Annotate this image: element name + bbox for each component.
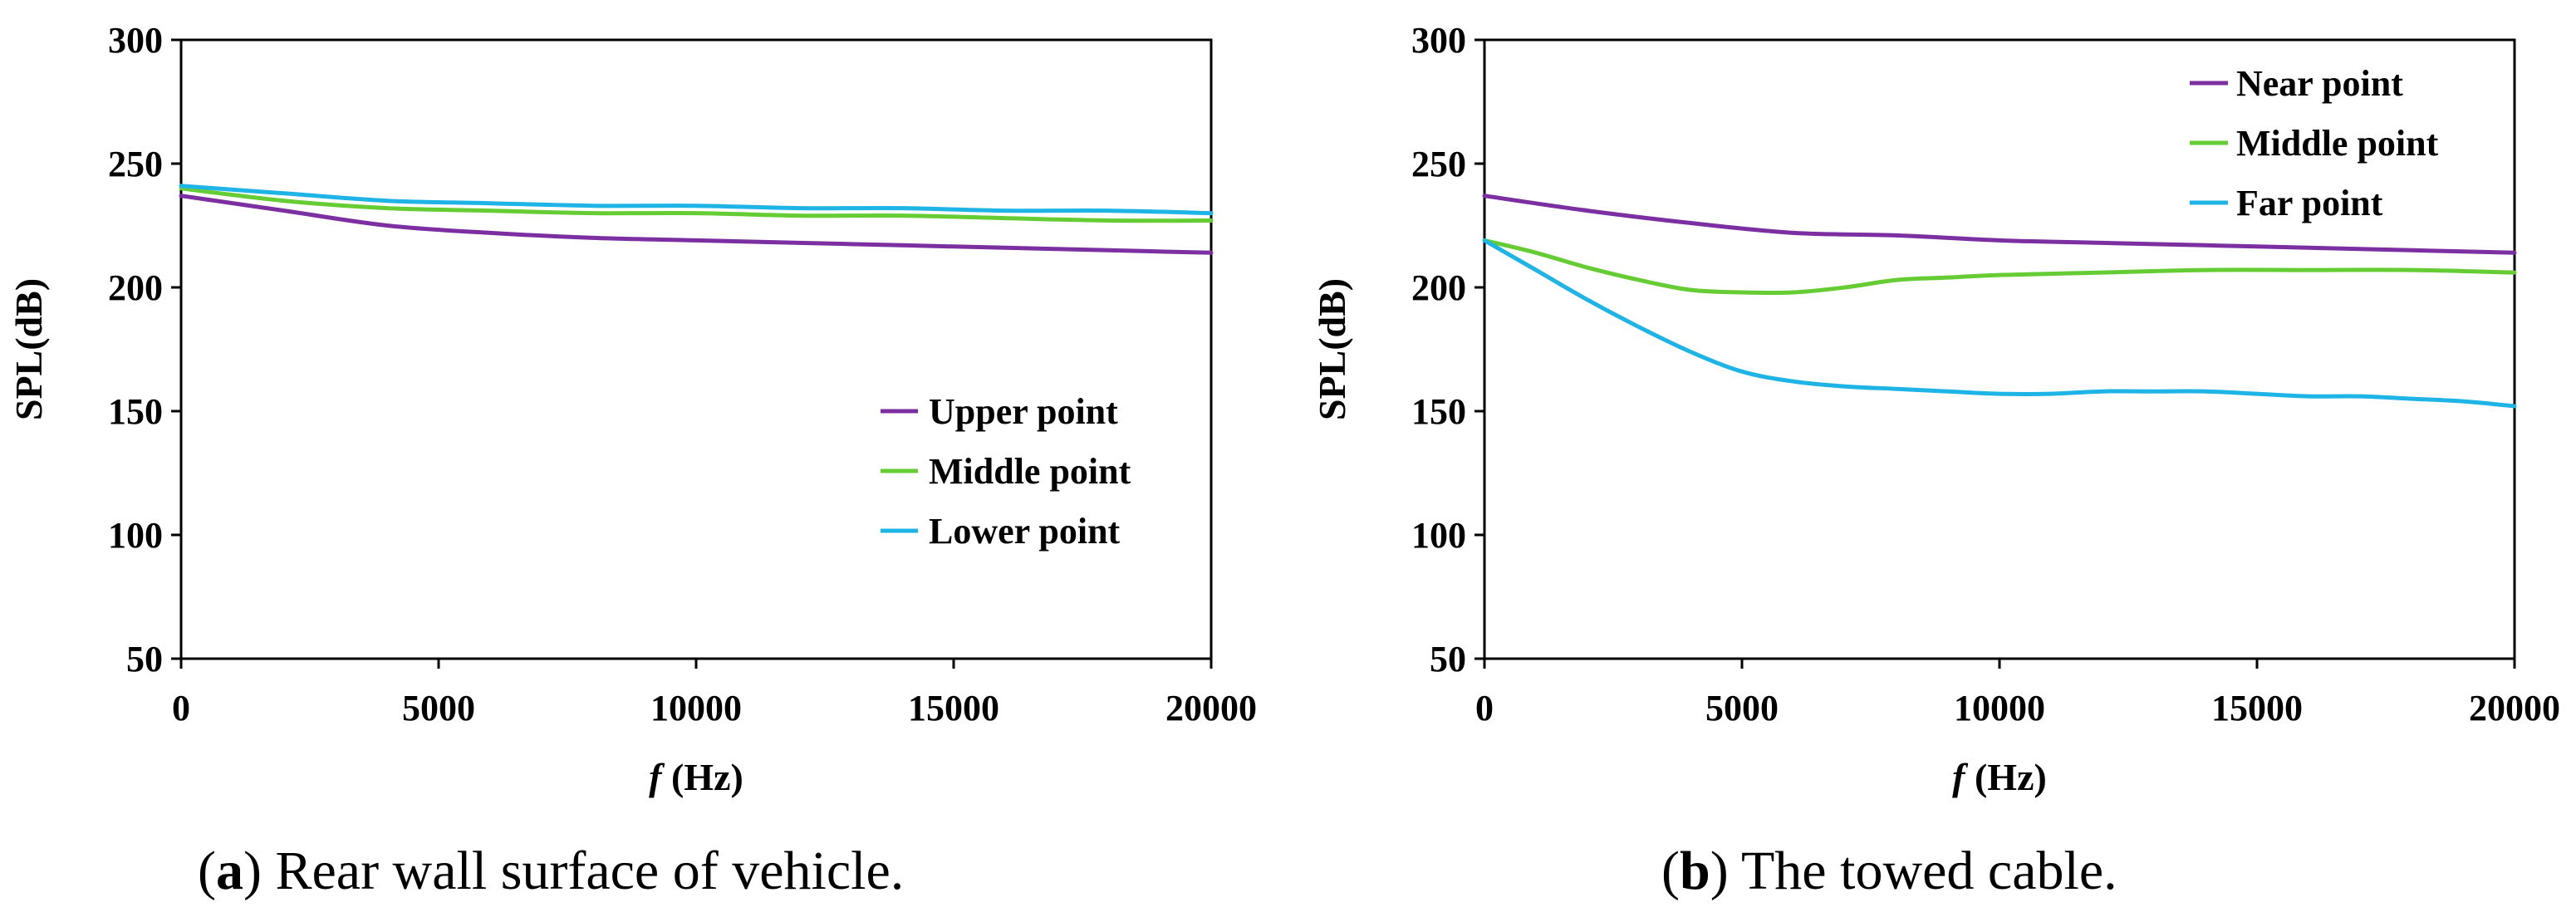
x-axis-title: f (Hz) <box>1952 756 2047 798</box>
caption-paren: ( <box>1661 841 1680 901</box>
y-axis-title: SPL(dB) <box>7 278 50 420</box>
legend-label: Upper point <box>929 391 1118 432</box>
x-tick-label: 5000 <box>1705 688 1779 728</box>
chart-b: 50 100 150 200 250 300 0 5000 10000 15000 20000 f (… <box>1311 20 2560 901</box>
y-tick-label: 50 <box>126 639 163 679</box>
caption-paren: ) <box>1710 841 1729 901</box>
series-line-near-point <box>1482 194 2517 255</box>
caption-text: Rear wall surface of vehicle. <box>262 841 904 901</box>
caption-paren: ( <box>198 841 216 901</box>
y-tick-label: 200 <box>108 267 163 308</box>
y-tick-label: 200 <box>1411 267 1466 308</box>
x-axis-title-variable: f <box>1952 756 1969 798</box>
caption-letter: b <box>1680 841 1710 901</box>
series-line-middle-point <box>1482 238 2517 296</box>
caption-letter: a <box>216 841 243 901</box>
legend: Near point Middle point Far point <box>2190 63 2439 223</box>
x-tick-label: 15000 <box>908 688 999 728</box>
legend-label: Lower point <box>929 511 1121 552</box>
y-tick-label: 150 <box>108 391 163 432</box>
x-tick-label: 5000 <box>402 688 475 728</box>
series-line-lower-point <box>179 184 1214 216</box>
series-line-far-point <box>1482 238 2517 409</box>
chart-a: 50 100 150 200 250 300 0 5000 10000 15000 20000 f (… <box>7 20 1257 901</box>
x-tick-label: 20000 <box>2469 688 2560 728</box>
y-tick-label: 250 <box>108 144 163 184</box>
legend-label: Near point <box>2236 63 2403 104</box>
caption-paren: ) <box>243 841 262 901</box>
y-axis-title: SPL(dB) <box>1311 278 1353 420</box>
legend-label: Middle point <box>2236 123 2439 164</box>
legend-label: Far point <box>2236 183 2383 223</box>
y-tick-label: 100 <box>108 515 163 556</box>
y-tick-label: 50 <box>1430 639 1466 679</box>
series-line-middle-point <box>179 186 1214 223</box>
y-tick-label: 300 <box>1411 20 1466 61</box>
x-tick-label: 0 <box>172 688 190 728</box>
x-tick-label: 10000 <box>1954 688 2045 728</box>
plot-frame <box>179 38 1213 660</box>
caption-text: The towed cable. <box>1729 841 2117 901</box>
x-axis-title-variable: f <box>649 756 665 798</box>
x-tick-label: 20000 <box>1165 688 1257 728</box>
figure-caption: (b) The towed cable. <box>1661 841 2117 901</box>
series-line-upper-point <box>179 194 1214 255</box>
y-tick-label: 150 <box>1411 391 1466 432</box>
x-tick-label: 0 <box>1475 688 1494 728</box>
x-axis-title-unit: (Hz) <box>1965 756 2046 798</box>
x-axis-title: f (Hz) <box>649 756 743 798</box>
figure-caption: (a) Rear wall surface of vehicle. <box>198 841 904 901</box>
x-tick-label: 15000 <box>2211 688 2303 728</box>
legend: Upper point Middle point Lower point <box>881 391 1131 552</box>
x-tick-label: 10000 <box>650 688 742 728</box>
y-tick-label: 300 <box>108 20 163 61</box>
y-tick-label: 100 <box>1411 515 1466 556</box>
y-tick-label: 250 <box>1411 144 1466 184</box>
legend-label: Middle point <box>929 451 1131 492</box>
x-axis-title-unit: (Hz) <box>661 756 743 798</box>
